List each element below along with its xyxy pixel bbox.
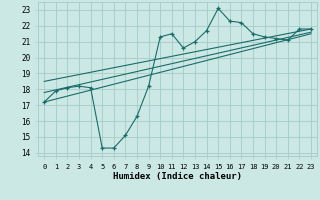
X-axis label: Humidex (Indice chaleur): Humidex (Indice chaleur) xyxy=(113,172,242,181)
